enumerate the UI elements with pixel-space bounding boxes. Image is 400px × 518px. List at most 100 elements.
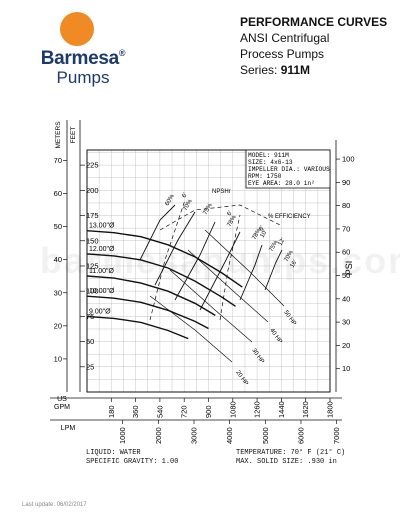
footer-gravity: SPECIFIC GRAVITY: 1.00 — [86, 458, 179, 466]
gpm-tick-label: 1620 — [301, 401, 310, 418]
lpm-axis-label: LPM — [61, 425, 76, 432]
hp-label: 50 HP — [282, 310, 296, 327]
hp-line — [187, 249, 269, 323]
hp-label: 20 HP — [234, 370, 248, 387]
hp-line — [149, 295, 233, 363]
info-box-line: IMPELLER DIA.: VARIOUS — [248, 166, 330, 173]
head-curve — [86, 315, 189, 340]
feet-tick-label: 225 — [86, 161, 99, 170]
gpm-tick-label: 540 — [155, 405, 164, 418]
efficiency-contour-label: 78% — [227, 214, 239, 228]
head-curve — [86, 295, 209, 330]
efficiency-curve — [199, 231, 241, 311]
efficiency-curve — [264, 249, 283, 291]
meters-axis-label: METERS — [55, 121, 62, 149]
footer-solid-size: MAX. SOLID SIZE: .930 in — [236, 458, 337, 466]
head-curve — [86, 253, 236, 307]
efficiency-curve — [154, 211, 196, 286]
gpm-tick-label: 1440 — [277, 401, 286, 418]
lpm-tick-label: 4000 — [225, 427, 234, 444]
brand-sub: Pumps — [56, 68, 110, 87]
feet-tick-label: 25 — [86, 362, 94, 371]
header-line-1: ANSI Centrifugal — [240, 31, 330, 45]
hp-line — [204, 229, 285, 307]
head-curve-label: 9.00"Ø — [89, 308, 111, 315]
npsh-label: 16' — [290, 259, 299, 269]
meters-tick-label: 70 — [54, 156, 62, 165]
lpm-tick-label: 6000 — [296, 427, 305, 444]
header-block: PERFORMANCE CURVES ANSI Centrifugal Proc… — [240, 14, 400, 78]
meters-tick-label: 50 — [54, 222, 62, 231]
npsh-label: 6' — [182, 192, 189, 199]
npsh-label: 6' — [227, 210, 234, 217]
meters-tick-label: 40 — [54, 255, 62, 264]
gpm-tick-label: 1800 — [326, 401, 335, 418]
lpm-tick-label: 1000 — [118, 427, 127, 444]
watermark: barmesapumps.com — [40, 240, 400, 281]
head-curve-label: 12.00"Ø — [89, 246, 115, 253]
psi-tick-label: 100 — [342, 155, 355, 164]
efficiency-label: % EFFICIENCY — [268, 214, 311, 220]
psi-tick-label: 70 — [342, 224, 350, 233]
feet-tick-label: 175 — [86, 211, 99, 220]
psi-tick-label: 50 — [342, 271, 350, 280]
gpm-tick-label: 360 — [131, 405, 140, 418]
header-line-2: Process Pumps — [240, 47, 325, 61]
meters-tick-label: 20 — [54, 321, 62, 330]
brand-logo: Barmesa® Pumps — [28, 12, 138, 87]
head-curve — [86, 275, 216, 317]
psi-axis-label: PSI — [344, 261, 354, 276]
last-update: Last update: 06/02/2017 — [22, 502, 87, 508]
sun-logo-icon — [60, 12, 94, 46]
feet-axis-label: FEET — [70, 127, 77, 144]
lpm-tick-label: 5000 — [261, 427, 270, 444]
psi-tick-label: 40 — [342, 294, 350, 303]
head-curve — [86, 230, 243, 288]
efficiency-curve — [139, 204, 176, 261]
gpm-tick-label: 1260 — [253, 401, 262, 418]
head-curve-label: 13.00"Ø — [89, 223, 115, 230]
hp-line — [169, 269, 253, 343]
efficiency-contour-label: 60% — [165, 193, 177, 207]
npsh-line — [219, 214, 241, 321]
info-box-line: MODEL: 911M — [248, 152, 289, 159]
efficiency-contour-label: 75% — [203, 202, 215, 216]
efficiency-contour-label: 70% — [183, 198, 195, 212]
efficiency-contour-label: 70% — [284, 249, 296, 263]
info-box-line: RPM: 1750 — [248, 173, 282, 180]
plot-frame — [86, 149, 331, 393]
gpm-tick-label: 720 — [180, 405, 189, 418]
feet-tick-label: 125 — [86, 261, 99, 270]
footer-liquid: LIQUID: WATER — [86, 449, 141, 457]
npsh-line — [159, 204, 281, 231]
feet-tick-label: 50 — [86, 337, 94, 346]
efficiency-curve — [239, 244, 263, 301]
gpm-axis-label-gpm: GPM — [54, 404, 70, 411]
meters-tick-label: 10 — [54, 354, 62, 363]
page-title: PERFORMANCE CURVES — [240, 15, 388, 29]
lpm-tick-label: 3000 — [189, 427, 198, 444]
npsh-label: 8' — [259, 225, 266, 232]
npsh-label: 12' — [278, 237, 287, 247]
footer-temperature: TEMPERATURE: 70° F (21° C) — [236, 449, 346, 457]
hp-label: 40 HP — [268, 328, 282, 345]
lpm-tick-label: 2000 — [154, 427, 163, 444]
efficiency-contour-label: 75% — [269, 239, 281, 253]
npshr-label: NPSHr — [212, 189, 231, 195]
psi-tick-label: 90 — [342, 178, 350, 187]
gpm-axis-label-us: US — [57, 396, 67, 403]
series-line: Series: 911M — [240, 63, 311, 77]
psi-tick-label: 60 — [342, 248, 350, 257]
gpm-tick-label: 180 — [107, 405, 116, 418]
psi-tick-label: 80 — [342, 201, 350, 210]
feet-tick-label: 200 — [86, 186, 99, 195]
npsh-label: 10' — [260, 229, 269, 239]
brand-name: Barmesa® — [40, 48, 126, 69]
psi-tick-label: 20 — [342, 341, 350, 350]
meters-tick-label: 60 — [54, 189, 62, 198]
efficiency-contour-label: 78% — [252, 227, 264, 241]
psi-tick-label: 10 — [342, 364, 350, 373]
hp-label: 30 HP — [250, 348, 264, 365]
info-box-line: SIZE: 4x6-13 — [248, 159, 293, 166]
